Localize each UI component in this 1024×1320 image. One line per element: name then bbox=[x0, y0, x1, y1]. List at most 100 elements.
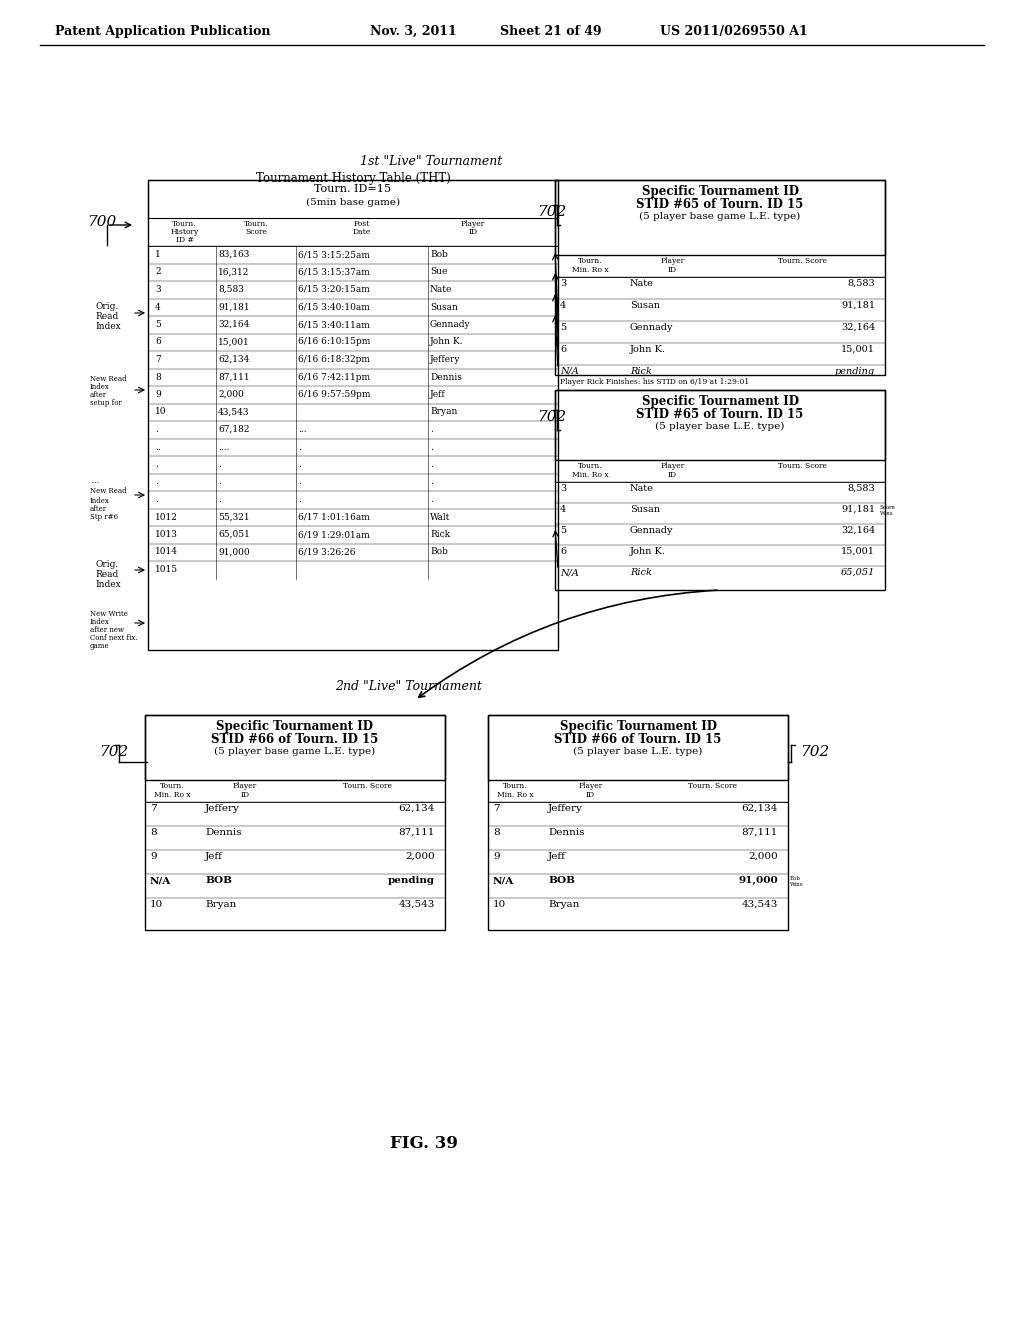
Text: Nov. 3, 2011: Nov. 3, 2011 bbox=[370, 25, 457, 38]
Text: BOB: BOB bbox=[205, 876, 232, 884]
Text: Stp r#6: Stp r#6 bbox=[90, 513, 118, 521]
Text: Bryan: Bryan bbox=[430, 408, 458, 417]
Text: Read: Read bbox=[95, 312, 118, 321]
Text: 702: 702 bbox=[99, 744, 128, 759]
Text: Score
Wins: Score Wins bbox=[880, 506, 896, 516]
Text: 2,000: 2,000 bbox=[406, 851, 435, 861]
Text: Rick: Rick bbox=[430, 531, 451, 539]
Text: Orig.: Orig. bbox=[95, 560, 118, 569]
Bar bbox=[555, 180, 885, 255]
Text: 91,181: 91,181 bbox=[218, 302, 250, 312]
Text: Jeff: Jeff bbox=[205, 851, 223, 861]
Bar bbox=[555, 389, 885, 459]
Text: 32,164: 32,164 bbox=[841, 525, 874, 535]
Text: ID: ID bbox=[241, 791, 250, 799]
Text: ID: ID bbox=[668, 471, 677, 479]
Text: Tournament History Table (THT): Tournament History Table (THT) bbox=[256, 172, 451, 185]
Text: Post: Post bbox=[354, 220, 371, 228]
Text: 5: 5 bbox=[560, 323, 566, 333]
Text: 5: 5 bbox=[560, 525, 566, 535]
Bar bbox=[555, 459, 885, 482]
Text: Tourn.: Tourn. bbox=[503, 781, 527, 789]
Text: 62,134: 62,134 bbox=[218, 355, 250, 364]
Text: John K.: John K. bbox=[630, 546, 666, 556]
Text: 8: 8 bbox=[155, 372, 161, 381]
Text: 4: 4 bbox=[155, 302, 161, 312]
Text: Tourn.: Tourn. bbox=[160, 781, 184, 789]
Text: ....: .... bbox=[90, 477, 99, 484]
Text: John K.: John K. bbox=[630, 345, 666, 354]
Text: Min. Ro x: Min. Ro x bbox=[571, 267, 608, 275]
Text: Specific Tournament ID: Specific Tournament ID bbox=[216, 719, 374, 733]
Text: 43,543: 43,543 bbox=[741, 900, 778, 909]
Text: ....: .... bbox=[218, 442, 229, 451]
Text: 6/17 1:01:16am: 6/17 1:01:16am bbox=[298, 512, 370, 521]
Bar bbox=[555, 180, 885, 375]
Text: Index: Index bbox=[95, 322, 121, 331]
Text: 6/15 3:20:15am: 6/15 3:20:15am bbox=[298, 285, 370, 294]
Text: 1st "Live" Tournament: 1st "Live" Tournament bbox=[360, 154, 502, 168]
Text: 8: 8 bbox=[493, 828, 500, 837]
Text: game: game bbox=[90, 642, 110, 649]
Text: setup for: setup for bbox=[90, 399, 122, 407]
Text: New Read: New Read bbox=[90, 487, 127, 495]
Text: 1014: 1014 bbox=[155, 548, 178, 557]
Text: 87,111: 87,111 bbox=[741, 828, 778, 837]
Text: (5 player base L.E. type): (5 player base L.E. type) bbox=[573, 747, 702, 756]
Text: Jeff: Jeff bbox=[430, 389, 445, 399]
Text: (5min base game): (5min base game) bbox=[306, 198, 400, 207]
Text: Orig.: Orig. bbox=[95, 302, 118, 312]
Bar bbox=[148, 180, 558, 649]
Text: 1015: 1015 bbox=[155, 565, 178, 574]
Text: Susan: Susan bbox=[630, 301, 660, 310]
Text: .: . bbox=[218, 459, 221, 469]
Text: 10: 10 bbox=[493, 900, 506, 909]
Text: Tourn.: Tourn. bbox=[244, 220, 268, 228]
Text: Dennis: Dennis bbox=[548, 828, 585, 837]
Text: 6: 6 bbox=[155, 338, 161, 346]
Text: Nate: Nate bbox=[430, 285, 453, 294]
Text: 6/16 9:57:59pm: 6/16 9:57:59pm bbox=[298, 389, 371, 399]
Text: 702: 702 bbox=[800, 744, 829, 759]
Text: 65,051: 65,051 bbox=[218, 531, 250, 539]
Text: 4: 4 bbox=[560, 301, 566, 310]
Text: Bob: Bob bbox=[430, 249, 447, 259]
Text: 91,000: 91,000 bbox=[738, 876, 778, 884]
Text: .: . bbox=[298, 478, 301, 487]
Text: Jeff: Jeff bbox=[548, 851, 566, 861]
Text: .: . bbox=[155, 478, 158, 487]
Bar bbox=[145, 715, 445, 780]
Text: 2,000: 2,000 bbox=[749, 851, 778, 861]
Text: 9: 9 bbox=[493, 851, 500, 861]
Text: Dennis: Dennis bbox=[430, 372, 462, 381]
Text: .: . bbox=[155, 425, 158, 434]
Text: 7: 7 bbox=[155, 355, 161, 364]
Text: Min. Ro x: Min. Ro x bbox=[571, 471, 608, 479]
Text: 15,001: 15,001 bbox=[218, 338, 250, 346]
Text: Index: Index bbox=[95, 579, 121, 589]
Text: Gennady: Gennady bbox=[430, 319, 471, 329]
Text: 7: 7 bbox=[150, 804, 157, 813]
Text: 2,000: 2,000 bbox=[218, 389, 244, 399]
Text: Player: Player bbox=[461, 220, 485, 228]
Text: ID: ID bbox=[668, 267, 677, 275]
Text: Bryan: Bryan bbox=[548, 900, 580, 909]
Bar bbox=[555, 389, 885, 590]
Bar bbox=[488, 715, 788, 931]
Text: US 2011/0269550 A1: US 2011/0269550 A1 bbox=[660, 25, 808, 38]
Text: 32,164: 32,164 bbox=[841, 323, 874, 333]
Text: Player: Player bbox=[579, 781, 603, 789]
Text: Player: Player bbox=[660, 462, 685, 470]
Text: Tourn.: Tourn. bbox=[172, 220, 197, 228]
Text: N/A: N/A bbox=[560, 367, 579, 376]
Text: ..: .. bbox=[155, 442, 161, 451]
Text: .: . bbox=[430, 459, 433, 469]
Text: .: . bbox=[298, 459, 301, 469]
Bar bbox=[488, 780, 788, 803]
Text: 87,111: 87,111 bbox=[218, 372, 250, 381]
Text: 7: 7 bbox=[493, 804, 500, 813]
Text: New Read: New Read bbox=[90, 375, 127, 383]
Text: STID #65 of Tourn. ID 15: STID #65 of Tourn. ID 15 bbox=[636, 408, 804, 421]
Text: Bryan: Bryan bbox=[205, 900, 237, 909]
Text: 6/19 3:26:26: 6/19 3:26:26 bbox=[298, 548, 355, 557]
